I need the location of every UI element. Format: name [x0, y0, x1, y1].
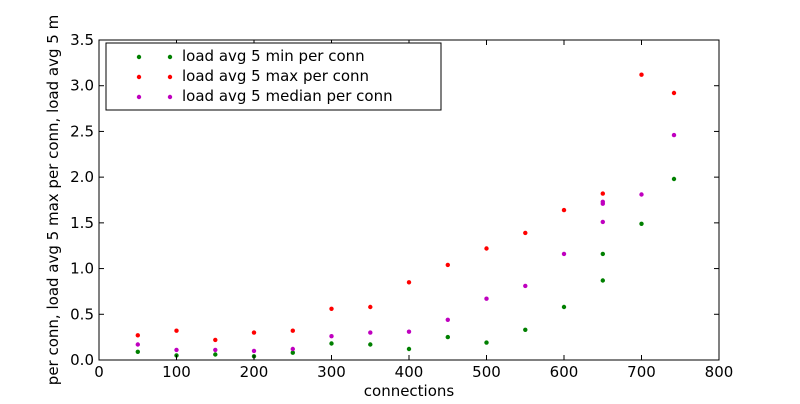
series-1 [135, 176, 677, 359]
data-point [600, 199, 605, 204]
legend-item: load avg 5 median per conn [136, 87, 393, 105]
data-point [600, 278, 605, 283]
x-axis-label: connections [364, 382, 455, 400]
legend-marker [167, 94, 173, 100]
data-point [368, 342, 373, 347]
data-point [523, 230, 528, 236]
x-tick-label: 500 [472, 363, 501, 381]
data-point [561, 207, 567, 213]
data-point [213, 337, 218, 343]
data-point [213, 347, 218, 353]
data-point [445, 334, 450, 340]
data-point [600, 219, 605, 225]
data-point [329, 306, 334, 311]
x-tick-label: 600 [550, 363, 579, 381]
y-tick-label: 1.0 [70, 260, 94, 278]
x-tick-label: 200 [240, 363, 269, 381]
data-point [639, 72, 644, 77]
legend-marker [167, 54, 173, 60]
data-point [523, 283, 528, 289]
y-tick-label: 0.5 [70, 305, 94, 323]
data-point [671, 176, 677, 182]
data-point [406, 346, 412, 352]
y-tick-label: 3.5 [70, 31, 94, 49]
y-axis-label: per conn, load avg 5 max per conn, load … [44, 15, 62, 385]
data-point [135, 342, 140, 347]
x-tick-label: 0 [94, 363, 104, 381]
data-point [639, 221, 644, 226]
legend-marker [136, 54, 142, 60]
data-point [329, 341, 334, 346]
data-point [561, 251, 567, 257]
data-point [174, 328, 179, 333]
x-tick-label: 300 [317, 363, 346, 381]
legend-marker [136, 94, 142, 100]
data-point [251, 348, 257, 354]
data-point [368, 330, 373, 335]
series-2 [135, 72, 677, 343]
data-point [135, 349, 140, 354]
legend-label: load avg 5 max per conn [182, 67, 369, 85]
data-point [445, 317, 450, 322]
y-tick-label: 2.5 [70, 122, 94, 140]
data-point [329, 334, 334, 339]
x-tick-label: 700 [627, 363, 656, 381]
data-point [406, 329, 412, 334]
y-tick-label: 1.5 [70, 214, 94, 232]
legend-label: load avg 5 median per conn [182, 87, 393, 105]
data-point [671, 90, 677, 96]
data-point [290, 346, 295, 352]
data-point [561, 304, 567, 310]
data-point [484, 246, 489, 251]
data-point [639, 192, 644, 197]
legend-box [105, 42, 442, 111]
chart-marks [135, 72, 677, 359]
y-tick-label: 2.0 [70, 168, 94, 186]
data-point [174, 347, 179, 353]
data-point [368, 304, 373, 310]
data-point [671, 132, 677, 138]
data-point [251, 330, 257, 335]
data-point [600, 251, 605, 257]
data-point [484, 340, 489, 345]
data-point [445, 262, 450, 268]
x-tick-label: 800 [705, 363, 734, 381]
data-point [523, 327, 528, 332]
legend-marker [167, 74, 173, 80]
legend: load avg 5 min per conn load avg 5 max pe… [105, 42, 442, 111]
legend-item: load avg 5 max per conn [136, 67, 369, 85]
y-tick-label: 0.0 [70, 351, 94, 369]
x-tick-label: 400 [395, 363, 424, 381]
series-3 [135, 132, 677, 354]
legend-label: load avg 5 min per conn [182, 47, 365, 65]
data-point [600, 191, 605, 196]
data-point [484, 296, 489, 301]
data-point [290, 328, 295, 333]
axis-ticks: 0 100 200 300 400 500 600 700 800 0.0 0.5 1.0 1.5 2.0… [70, 31, 733, 381]
data-point [135, 333, 140, 338]
data-point [406, 280, 412, 285]
data-point [213, 352, 218, 357]
legend-marker [136, 74, 142, 80]
legend-item: load avg 5 min per conn [136, 47, 365, 65]
y-tick-label: 3.0 [70, 77, 94, 95]
data-point [290, 350, 295, 355]
x-tick-label: 100 [162, 363, 191, 381]
